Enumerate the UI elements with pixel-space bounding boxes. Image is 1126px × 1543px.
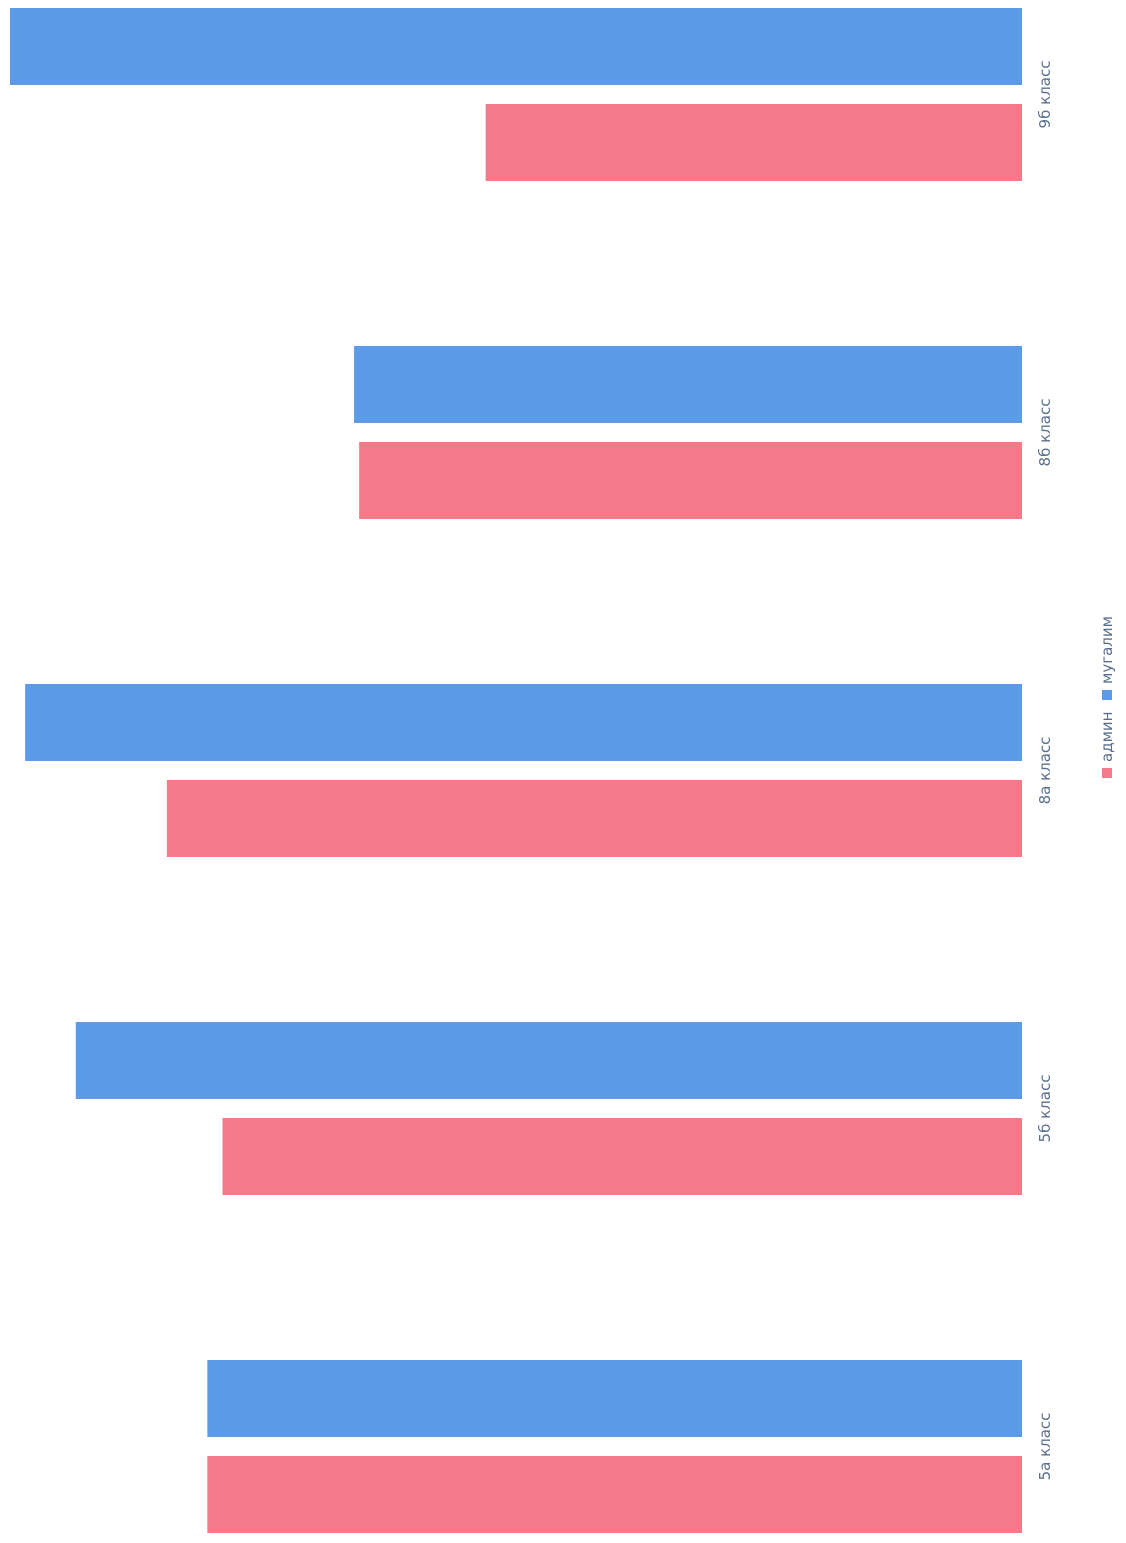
- legend-label-admin: админ: [1098, 712, 1116, 762]
- bar-admin-4: [207, 1456, 1023, 1533]
- bar-admin-1: [359, 442, 1022, 519]
- category-label-3: 5б класс: [1036, 1075, 1054, 1143]
- bar-mugalim-4: [207, 1360, 1023, 1437]
- category-label-0: 9б класс: [1036, 61, 1054, 129]
- bar-admin-2: [166, 780, 1023, 857]
- bar-admin-3: [222, 1118, 1022, 1195]
- bar-admin-0: [485, 104, 1022, 181]
- category-label-1: 8б класс: [1036, 399, 1054, 467]
- legend-swatch-admin: [1102, 768, 1112, 778]
- category-label-4: 5а класс: [1036, 1413, 1054, 1481]
- bar-mugalim-3: [75, 1022, 1022, 1099]
- bars-group: [10, 8, 1023, 1533]
- category-label-2: 8а класс: [1036, 737, 1054, 805]
- bar-mugalim-1: [354, 346, 1023, 423]
- category-labels: 9б класс 8б класс 8а класс 5б класс 5а класс: [1036, 61, 1054, 1481]
- bar-mugalim-0: [10, 8, 1022, 85]
- legend-label-mugalim: мугалим: [1098, 616, 1116, 684]
- legend-swatch-mugalim: [1102, 690, 1112, 700]
- bar-mugalim-2: [25, 684, 1023, 761]
- legend: админ мугалим: [1098, 616, 1116, 778]
